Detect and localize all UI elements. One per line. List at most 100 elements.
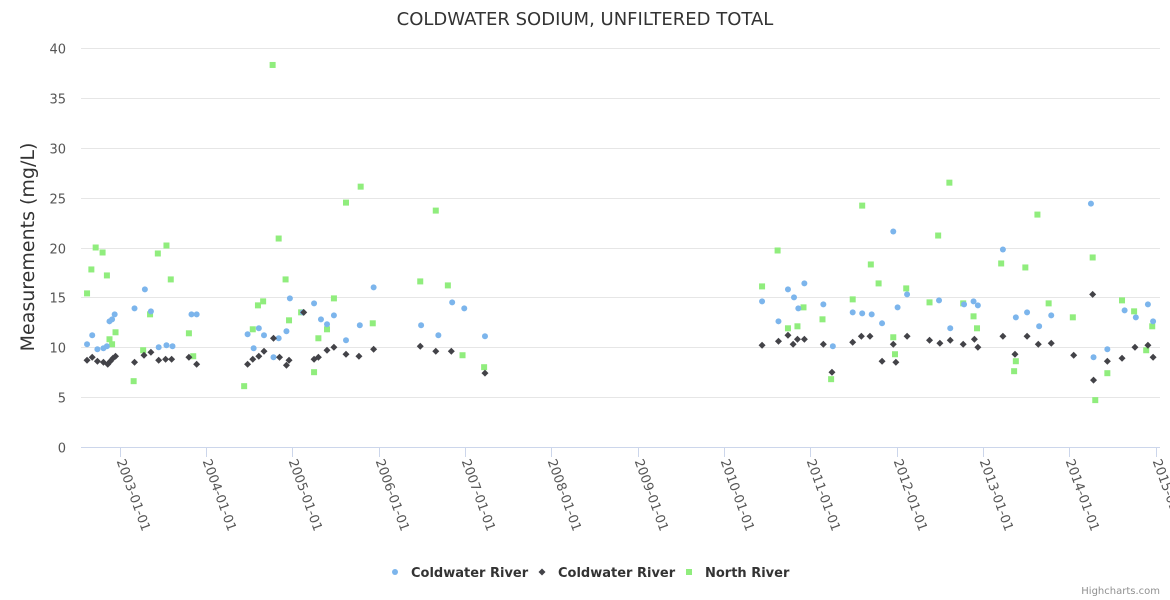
data-point[interactable] <box>330 295 337 302</box>
data-point[interactable] <box>315 335 322 342</box>
data-point[interactable] <box>185 330 192 337</box>
data-point[interactable] <box>936 339 944 347</box>
data-point[interactable] <box>926 336 934 344</box>
data-point[interactable] <box>112 329 119 336</box>
data-point[interactable] <box>109 316 116 323</box>
data-point[interactable] <box>936 297 943 304</box>
data-point[interactable] <box>1090 376 1098 384</box>
data-point[interactable] <box>370 284 377 291</box>
legend-symbol[interactable] <box>538 568 546 576</box>
data-point[interactable] <box>800 335 808 343</box>
data-point[interactable] <box>432 347 440 355</box>
data-point[interactable] <box>300 308 308 316</box>
data-point[interactable] <box>481 333 488 340</box>
data-point[interactable] <box>1023 332 1031 340</box>
data-point[interactable] <box>249 326 256 333</box>
data-point[interactable] <box>1034 340 1042 348</box>
data-point[interactable] <box>1022 264 1029 271</box>
data-point[interactable] <box>283 328 290 335</box>
data-point[interactable] <box>774 247 781 254</box>
data-point[interactable] <box>188 311 195 318</box>
data-point[interactable] <box>1047 339 1055 347</box>
data-point[interactable] <box>311 369 318 376</box>
data-point[interactable] <box>759 283 766 290</box>
data-point[interactable] <box>1092 397 1099 404</box>
data-point[interactable] <box>418 322 425 329</box>
data-point[interactable] <box>250 345 257 352</box>
data-point[interactable] <box>260 332 267 339</box>
data-point[interactable] <box>878 357 886 365</box>
data-point[interactable] <box>859 202 866 209</box>
data-point[interactable] <box>784 325 791 332</box>
data-point[interactable] <box>147 308 154 315</box>
data-point[interactable] <box>1131 308 1138 315</box>
data-point[interactable] <box>83 356 91 364</box>
data-point[interactable] <box>926 299 933 306</box>
data-point[interactable] <box>324 321 331 328</box>
data-point[interactable] <box>193 360 201 368</box>
legend-symbol[interactable] <box>686 569 692 575</box>
data-point[interactable] <box>92 244 99 251</box>
data-point[interactable] <box>162 355 170 363</box>
data-point[interactable] <box>961 301 968 308</box>
data-point[interactable] <box>1149 353 1157 361</box>
data-point[interactable] <box>193 311 200 318</box>
data-point[interactable] <box>1150 318 1157 325</box>
data-point[interactable] <box>959 340 967 348</box>
credits-link[interactable]: Highcharts.com <box>1081 586 1160 597</box>
data-point[interactable] <box>435 332 442 339</box>
data-point[interactable] <box>1089 290 1097 298</box>
data-point[interactable] <box>323 346 331 354</box>
legend-item[interactable]: North River <box>686 566 790 581</box>
data-point[interactable] <box>282 361 290 369</box>
data-point[interactable] <box>84 290 91 297</box>
data-point[interactable] <box>84 341 91 348</box>
data-point[interactable] <box>343 199 350 206</box>
data-point[interactable] <box>163 342 170 349</box>
data-point[interactable] <box>1143 347 1150 354</box>
data-point[interactable] <box>88 353 96 361</box>
data-point[interactable] <box>974 302 981 309</box>
data-point[interactable] <box>330 312 337 319</box>
data-point[interactable] <box>168 355 176 363</box>
data-point[interactable] <box>1087 200 1094 207</box>
data-point[interactable] <box>190 353 197 360</box>
data-point[interactable] <box>889 340 897 348</box>
data-point[interactable] <box>103 343 110 350</box>
data-point[interactable] <box>999 246 1006 253</box>
data-point[interactable] <box>249 355 257 363</box>
data-point[interactable] <box>1144 301 1151 308</box>
data-point[interactable] <box>103 272 110 279</box>
legend-label[interactable]: Coldwater River <box>411 566 529 581</box>
data-point[interactable] <box>444 282 451 289</box>
data-point[interactable] <box>794 323 801 330</box>
data-point[interactable] <box>112 352 120 360</box>
data-point[interactable] <box>1048 312 1055 319</box>
legend-item[interactable]: Coldwater River <box>538 566 676 581</box>
data-point[interactable] <box>1012 314 1019 321</box>
data-point[interactable] <box>169 343 176 350</box>
data-point[interactable] <box>89 332 96 339</box>
data-point[interactable] <box>801 280 808 287</box>
data-point[interactable] <box>255 352 263 360</box>
data-point[interactable] <box>800 304 807 311</box>
data-point[interactable] <box>1069 314 1076 321</box>
data-point[interactable] <box>793 335 801 343</box>
data-point[interactable] <box>759 298 766 305</box>
data-point[interactable] <box>330 343 338 351</box>
data-point[interactable] <box>244 331 251 338</box>
data-point[interactable] <box>849 309 856 316</box>
data-point[interactable] <box>417 278 424 285</box>
data-point[interactable] <box>820 301 827 308</box>
data-point[interactable] <box>1011 350 1019 358</box>
data-point[interactable] <box>106 336 113 343</box>
data-point[interactable] <box>998 260 1005 267</box>
data-point[interactable] <box>131 305 138 312</box>
data-point[interactable] <box>459 352 466 359</box>
data-point[interactable] <box>147 348 155 356</box>
data-point[interactable] <box>461 305 468 312</box>
data-point[interactable] <box>999 332 1007 340</box>
data-point[interactable] <box>260 298 267 305</box>
data-point[interactable] <box>276 353 284 361</box>
data-point[interactable] <box>819 340 827 348</box>
